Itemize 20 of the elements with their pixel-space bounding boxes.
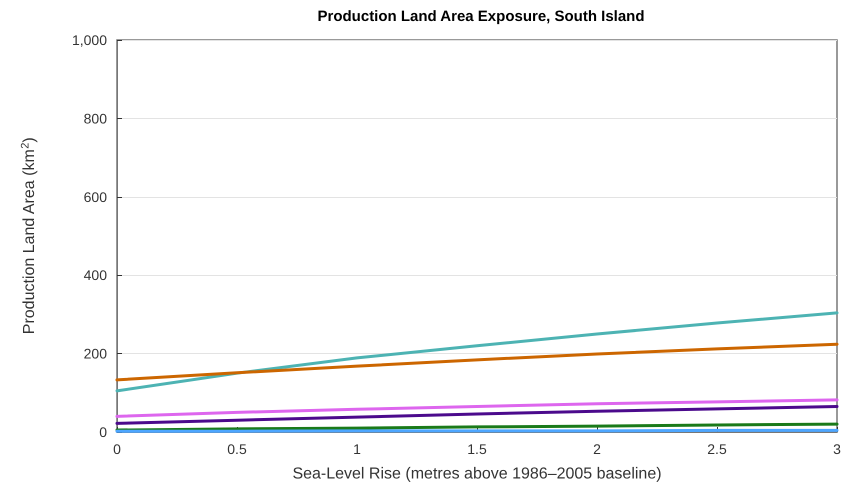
- y-tick-label: 800: [84, 110, 108, 126]
- y-tick-label: 600: [84, 188, 108, 205]
- chart-title: Production Land Area Exposure, South Island: [318, 8, 644, 25]
- y-tick-label: 0: [99, 424, 108, 440]
- x-tick-label: 0.5: [227, 441, 247, 457]
- x-axis-title: Sea-Level Rise (metres above 1986–2005 baseline): [292, 466, 662, 482]
- y-tick-label: 400: [84, 267, 108, 284]
- line-series: [116, 398, 838, 418]
- y-tick-label: 1,000: [72, 32, 108, 48]
- x-tick-label: 1: [353, 441, 362, 457]
- x-tick-label: 0: [113, 441, 122, 457]
- line-series: [116, 405, 838, 425]
- y-axis-title: Production Land Area (km2): [20, 137, 38, 334]
- x-tick-label: 3: [833, 441, 842, 457]
- y-tick-label: 200: [84, 346, 108, 362]
- x-tick-label: 1.5: [467, 441, 487, 457]
- x-tick-label: 2: [593, 441, 602, 457]
- x-tick-label: 2.5: [707, 441, 727, 457]
- line-series: [116, 342, 838, 382]
- line-series: [116, 311, 838, 392]
